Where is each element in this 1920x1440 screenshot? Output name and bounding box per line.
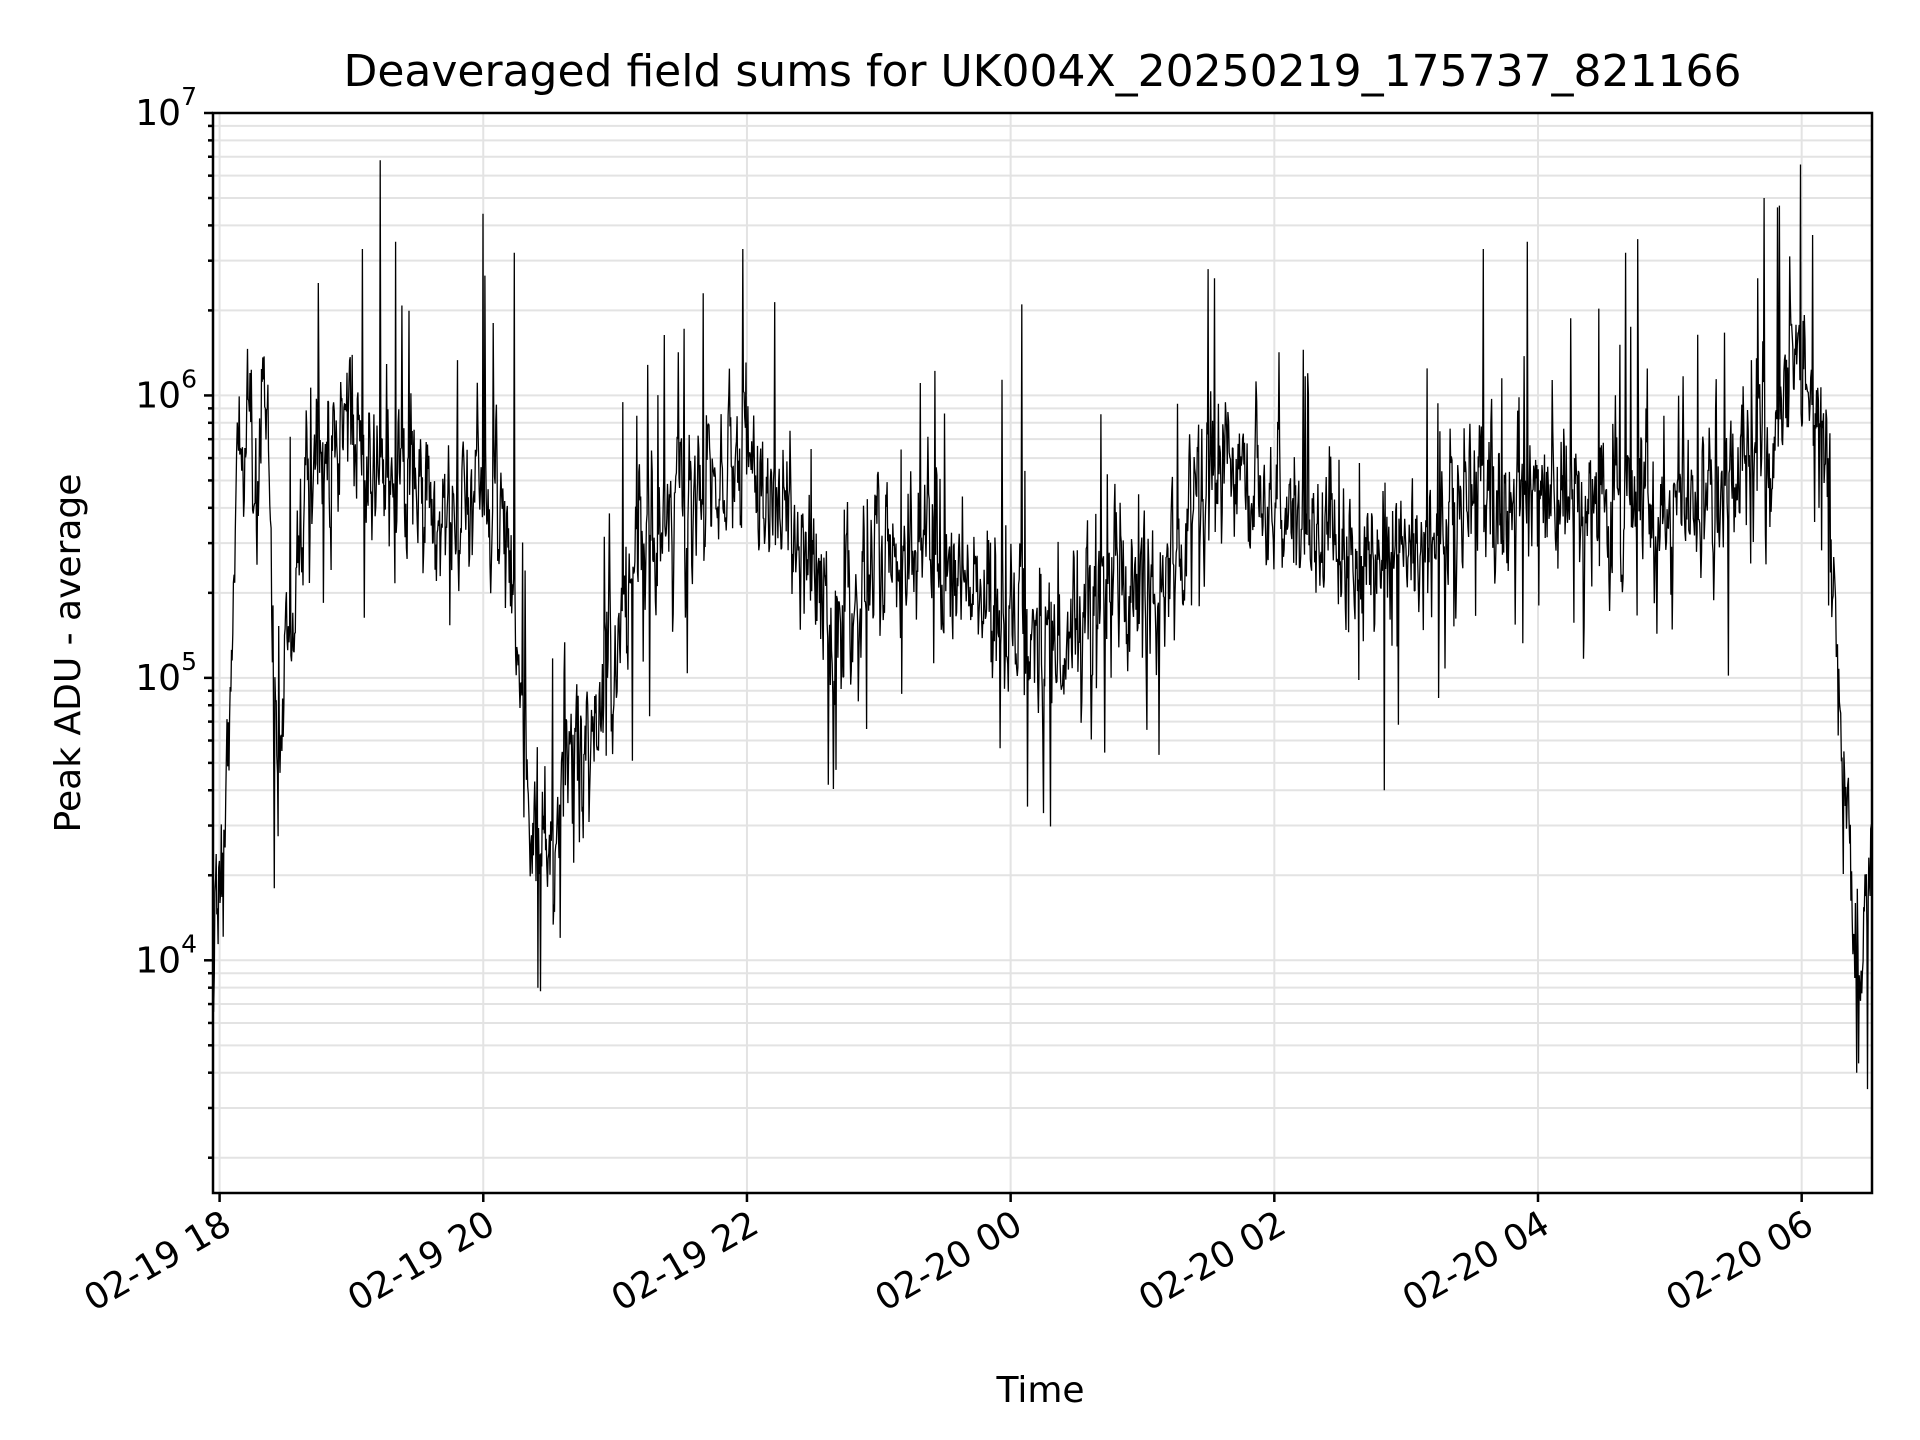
y-tick-label: 106 [135,364,197,416]
y-tick-exponent: 5 [181,647,197,676]
x-tick-label: 02-20 02 [1132,1203,1293,1319]
x-axis-label: Time [995,1370,1084,1411]
series-line-peak-adu [213,160,1872,1090]
y-tick-base: 10 [135,375,181,416]
y-axis-label: Peak ADU - average [48,474,89,833]
y-tick-exponent: 4 [181,929,197,958]
x-tick-label: 02-20 04 [1396,1203,1557,1319]
x-tick-label: 02-19 18 [77,1203,238,1319]
y-tick-exponent: 6 [181,364,197,393]
y-tick-label: 107 [135,82,197,134]
x-tick-label: 02-19 20 [341,1203,502,1319]
x-tick-label: 02-20 00 [868,1203,1029,1319]
plot-frame [211,111,1874,1195]
y-tick-base: 10 [135,93,181,134]
y-tick-label: 105 [135,647,197,699]
grid-layer [213,112,1872,1193]
x-tick-label: 02-19 22 [605,1203,766,1319]
x-tick-label: 02-20 06 [1660,1203,1821,1319]
chart-title: Deaveraged field sums for UK004X_2025021… [343,46,1741,97]
y-tick-label: 104 [135,929,197,981]
y-tick-base: 10 [135,940,181,981]
y-tick-exponent: 7 [181,82,197,111]
plot-layer [213,160,1872,1090]
y-tick-base: 10 [135,658,181,699]
